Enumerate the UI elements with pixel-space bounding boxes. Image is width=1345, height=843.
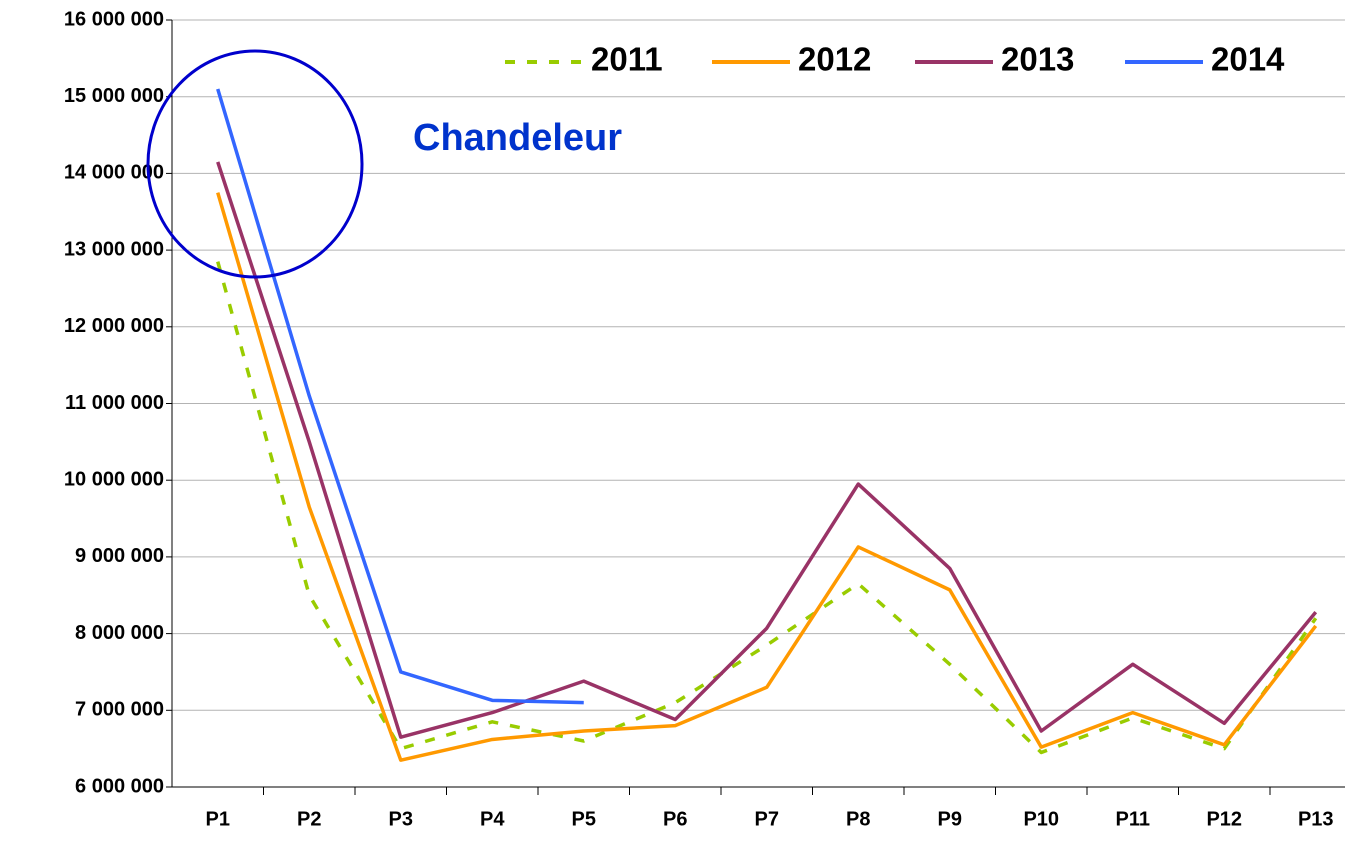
y-tick-label: 7 000 000 [75, 699, 164, 721]
y-tick-label: 16 000 000 [64, 8, 164, 30]
legend-label: 2013 [1001, 41, 1074, 78]
x-tick-label: P10 [1023, 808, 1059, 830]
x-tick-label: P3 [389, 808, 413, 830]
x-tick-label: P11 [1116, 808, 1150, 830]
series-line [216, 161, 1318, 739]
highlight-circle [146, 49, 364, 279]
x-tick-label: P13 [1298, 808, 1334, 830]
x-tick-label: P12 [1206, 808, 1242, 830]
legend-label: 2012 [798, 41, 871, 78]
x-tick-label: P2 [297, 808, 321, 830]
annotation: Chandeleur [413, 117, 622, 159]
x-tick-label: P1 [206, 808, 230, 830]
y-tick-label: 9 000 000 [75, 545, 164, 567]
y-tick-label: 15 000 000 [64, 85, 164, 107]
x-tick-label: P9 [938, 808, 962, 830]
y-tick-label: 12 000 000 [64, 315, 164, 337]
x-tick-label: P8 [846, 808, 870, 830]
series-line [216, 88, 584, 705]
x-tick-label: P4 [480, 808, 505, 830]
x-tick-label: P5 [572, 808, 596, 830]
y-tick-label: 8 000 000 [75, 622, 164, 644]
y-tick-label: 6 000 000 [75, 775, 164, 797]
x-tick-label: P7 [755, 808, 779, 830]
series-line [216, 192, 1318, 762]
x-tick-label: P6 [663, 808, 687, 830]
y-tick-label: 11 000 000 [65, 392, 164, 414]
legend-label: 2011 [591, 41, 663, 78]
legend-box [482, 22, 1308, 96]
y-tick-label: 10 000 000 [64, 468, 164, 490]
y-tick-label: 13 000 000 [64, 238, 164, 260]
y-tick-label: 14 000 000 [64, 162, 164, 184]
legend-label: 2014 [1211, 41, 1285, 78]
